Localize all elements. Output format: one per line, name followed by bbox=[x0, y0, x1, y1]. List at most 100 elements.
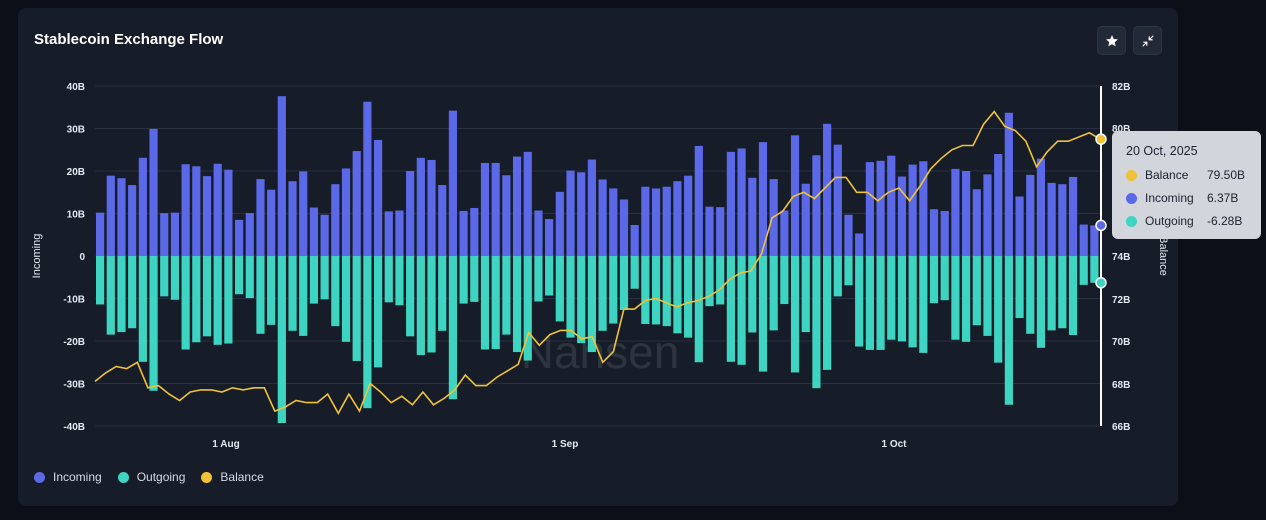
outgoing-bar bbox=[897, 256, 907, 342]
outgoing-bar bbox=[309, 256, 319, 304]
incoming-bar bbox=[234, 219, 244, 256]
collapse-icon bbox=[1141, 34, 1154, 47]
outgoing-bar bbox=[705, 256, 714, 307]
outgoing-bar bbox=[470, 256, 479, 302]
legend-outgoing[interactable]: Outgoing bbox=[117, 470, 185, 484]
left-axis-title: Incoming bbox=[31, 234, 43, 279]
outgoing-bar bbox=[769, 256, 778, 331]
left-tick-label: -20B bbox=[63, 337, 85, 348]
incoming-bar bbox=[908, 164, 917, 256]
left-tick-label: 0 bbox=[79, 252, 85, 263]
outgoing-bar bbox=[737, 256, 746, 365]
outgoing-bar bbox=[117, 256, 126, 333]
x-tick-label: 1 Oct bbox=[881, 439, 907, 450]
outgoing-bar bbox=[577, 256, 586, 344]
incoming-bar bbox=[128, 185, 137, 256]
incoming-bar bbox=[470, 207, 479, 256]
incoming-bar bbox=[299, 171, 308, 256]
outgoing-bar bbox=[801, 256, 810, 333]
incoming-bar bbox=[1015, 196, 1024, 256]
outgoing-bar bbox=[1058, 256, 1067, 329]
chart-title: Stablecoin Exchange Flow bbox=[34, 31, 224, 48]
legend: Incoming Outgoing Balance bbox=[34, 470, 280, 484]
tooltip: 20 Oct, 2025 Balance 79.50B Incoming 6.3… bbox=[1112, 131, 1261, 239]
outgoing-bar bbox=[299, 256, 308, 336]
incoming-bar bbox=[716, 207, 725, 256]
outgoing-bar bbox=[855, 256, 864, 347]
outgoing-bar bbox=[1079, 256, 1088, 285]
incoming-bar bbox=[566, 170, 575, 256]
incoming-bar bbox=[844, 214, 853, 256]
collapse-button[interactable] bbox=[1133, 26, 1162, 55]
outgoing-bar bbox=[202, 256, 212, 337]
outgoing-bar bbox=[406, 256, 415, 337]
outgoing-bar bbox=[160, 256, 169, 297]
outgoing-bar bbox=[363, 256, 372, 409]
outgoing-bar bbox=[234, 256, 244, 295]
left-tick-label: -30B bbox=[63, 380, 85, 391]
outgoing-bar bbox=[106, 256, 115, 335]
incoming-bar bbox=[812, 155, 821, 256]
incoming-dot bbox=[1126, 192, 1137, 204]
incoming-bar bbox=[406, 171, 415, 256]
incoming-bar bbox=[1047, 182, 1056, 256]
incoming-bar bbox=[245, 213, 254, 256]
legend-balance[interactable]: Balance bbox=[201, 470, 264, 484]
incoming-bar bbox=[662, 186, 671, 256]
favorite-button[interactable] bbox=[1097, 26, 1126, 55]
incoming-bar bbox=[267, 189, 276, 256]
outgoing-bar bbox=[833, 256, 842, 297]
incoming-bar bbox=[384, 211, 393, 256]
incoming-marker bbox=[1095, 219, 1107, 232]
incoming-bar bbox=[373, 139, 383, 256]
outgoing-bar bbox=[1036, 256, 1046, 348]
incoming-bar bbox=[170, 212, 180, 256]
watermark: Nansen bbox=[521, 326, 680, 378]
left-tick-label: -40B bbox=[63, 422, 85, 433]
incoming-bar bbox=[480, 162, 490, 256]
incoming-bar bbox=[448, 110, 458, 257]
tooltip-incoming-label: Incoming bbox=[1145, 191, 1194, 205]
incoming-bar bbox=[855, 233, 864, 256]
outgoing-bar bbox=[1068, 256, 1078, 336]
legend-incoming[interactable]: Incoming bbox=[34, 470, 102, 484]
incoming-bar bbox=[951, 168, 960, 256]
incoming-bar bbox=[202, 176, 212, 256]
outgoing-bar bbox=[224, 256, 233, 344]
outgoing-bar bbox=[128, 256, 137, 329]
incoming-bar bbox=[994, 154, 1003, 256]
outgoing-bar bbox=[545, 256, 554, 296]
outgoing-bar bbox=[245, 256, 254, 299]
incoming-bar bbox=[138, 157, 147, 256]
outgoing-bar bbox=[598, 256, 607, 331]
outgoing-bar bbox=[384, 256, 393, 303]
incoming-bar bbox=[224, 169, 233, 256]
right-tick-label: 72B bbox=[1112, 295, 1130, 306]
balance-line bbox=[94, 110, 1101, 415]
outgoing-bar bbox=[876, 256, 885, 350]
outgoing-bar bbox=[96, 256, 105, 305]
incoming-bar bbox=[427, 159, 436, 256]
incoming-bar bbox=[823, 123, 832, 256]
incoming-bar bbox=[887, 155, 896, 256]
incoming-bar bbox=[962, 171, 971, 256]
outgoing-bar bbox=[716, 256, 725, 305]
x-tick-label: 1 Sep bbox=[552, 439, 579, 450]
outgoing-bar bbox=[651, 256, 661, 325]
outgoing-bar bbox=[170, 256, 180, 300]
outgoing-bar bbox=[887, 256, 896, 340]
outgoing-bar bbox=[1015, 256, 1024, 319]
outgoing-bar bbox=[331, 256, 340, 327]
outgoing-bar bbox=[994, 256, 1003, 363]
incoming-bar bbox=[1004, 112, 1013, 257]
incoming-bar bbox=[758, 142, 768, 256]
outgoing-dot bbox=[1126, 215, 1137, 227]
outgoing-bar bbox=[673, 256, 682, 334]
outgoing-bar bbox=[865, 256, 874, 350]
incoming-legend-dot bbox=[34, 471, 45, 483]
incoming-bar bbox=[331, 184, 340, 256]
outgoing-bar bbox=[416, 256, 425, 356]
outgoing-bar bbox=[523, 256, 532, 361]
tooltip-row-outgoing: Outgoing -6.28B bbox=[1126, 213, 1242, 229]
